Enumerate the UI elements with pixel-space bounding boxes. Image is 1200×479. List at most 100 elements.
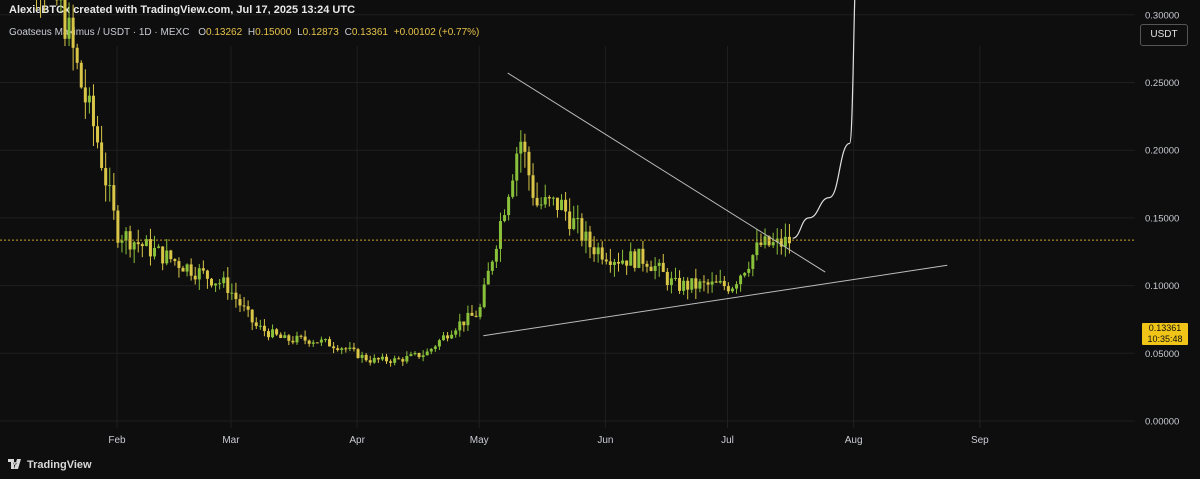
candle-body — [592, 247, 596, 255]
candle-body — [389, 361, 393, 363]
candle-body — [673, 277, 677, 279]
candle-body — [498, 221, 502, 249]
candle-body — [779, 238, 783, 247]
y-tick-label: 0.20000 — [1145, 146, 1179, 157]
brand-name: TradingView — [27, 459, 92, 471]
candle-body — [340, 348, 344, 351]
candle-body — [275, 329, 279, 335]
tradingview-logo[interactable]: TradingView — [8, 459, 92, 471]
candle-body — [319, 339, 323, 343]
candle-body — [222, 277, 226, 284]
candle-body — [726, 286, 730, 292]
candle-body — [83, 87, 87, 103]
bar-countdown: 10:35:48 — [1147, 334, 1183, 344]
candle-body — [433, 346, 437, 349]
candle-body — [372, 357, 376, 363]
candle-body — [226, 277, 230, 293]
candle-body — [348, 347, 352, 349]
last-price-value: 0.13361 — [1148, 323, 1182, 333]
open-label: O — [198, 27, 206, 38]
candle-body — [515, 153, 519, 181]
candle-body — [352, 347, 356, 350]
candle-body — [763, 236, 767, 245]
candle-body — [714, 281, 718, 283]
candle-body — [478, 307, 482, 317]
creator-caption: AlexieBTCx created with TradingView.com,… — [9, 4, 356, 16]
chart-grid — [0, 14, 1135, 428]
candle-body — [140, 244, 144, 247]
candle-body — [380, 356, 384, 360]
candle-body — [564, 199, 568, 212]
candle-body — [771, 242, 775, 246]
candle-body — [79, 62, 83, 88]
candle-body — [214, 283, 218, 286]
high-value: 0.15000 — [255, 27, 292, 38]
candle-body — [458, 321, 462, 331]
candle-body — [218, 283, 222, 285]
candle-body — [153, 247, 157, 257]
trendline-overlays — [483, 0, 948, 337]
candle-body — [560, 199, 564, 210]
candle-body — [112, 185, 116, 211]
candle-body — [446, 335, 450, 339]
candle-body — [393, 358, 397, 363]
y-tick-label: 0.00000 — [1145, 417, 1179, 428]
currency-button[interactable]: USDT — [1140, 24, 1188, 46]
candle-body — [262, 325, 266, 332]
candle-body — [584, 231, 588, 241]
candle-body — [490, 261, 494, 271]
candle-body — [767, 236, 771, 246]
candle-body — [344, 348, 348, 350]
candle-body — [751, 255, 755, 269]
candle-body — [576, 218, 580, 220]
candle-body — [323, 339, 327, 341]
candle-body — [523, 141, 527, 152]
candle-body — [755, 242, 759, 256]
candle-body — [722, 280, 726, 287]
candle-body — [271, 329, 275, 338]
candle-body — [364, 354, 368, 361]
candle-body — [87, 95, 91, 103]
candle-body — [161, 246, 165, 264]
candle-body — [535, 197, 539, 206]
y-tick-label: 0.30000 — [1145, 10, 1179, 21]
candle-body — [702, 281, 706, 283]
candle-body — [657, 262, 661, 266]
candle-body — [507, 196, 511, 216]
x-tick-label: Feb — [108, 435, 126, 446]
candle-body — [678, 277, 682, 291]
symbol-name[interactable]: Goatseus Maximus / USDT · 1D · MEXC — [9, 27, 190, 38]
candle-body — [91, 95, 95, 127]
candle-body — [413, 352, 417, 355]
candle-body — [450, 334, 454, 339]
candle-body — [421, 355, 425, 358]
candle-body — [649, 266, 653, 271]
y-tick-label: 0.15000 — [1145, 213, 1179, 224]
candle-body — [429, 348, 433, 352]
candle-body — [568, 211, 572, 230]
candle-body — [437, 340, 441, 347]
candle-body — [783, 236, 787, 247]
candle-body — [739, 275, 743, 285]
candle-body — [641, 248, 645, 264]
low-value: 0.12873 — [302, 27, 339, 38]
candle-body — [165, 250, 169, 264]
candle-body — [665, 271, 669, 286]
candle-body — [543, 197, 547, 205]
candle-body — [743, 272, 747, 276]
candle-body — [612, 261, 616, 265]
candle-body — [718, 280, 722, 283]
candle-body — [185, 264, 189, 272]
candle-body — [230, 292, 234, 294]
symbol-legend: Goatseus Maximus / USDT · 1D · MEXC O 0.1… — [9, 27, 479, 38]
candle-body — [596, 247, 600, 255]
candle-body — [617, 261, 620, 264]
candle-body — [108, 185, 112, 187]
candle-body — [148, 239, 152, 257]
candle-body — [608, 261, 612, 265]
trendline — [507, 72, 826, 273]
candle-body — [425, 351, 429, 356]
candle-body — [531, 175, 535, 198]
candle-body — [303, 336, 307, 341]
